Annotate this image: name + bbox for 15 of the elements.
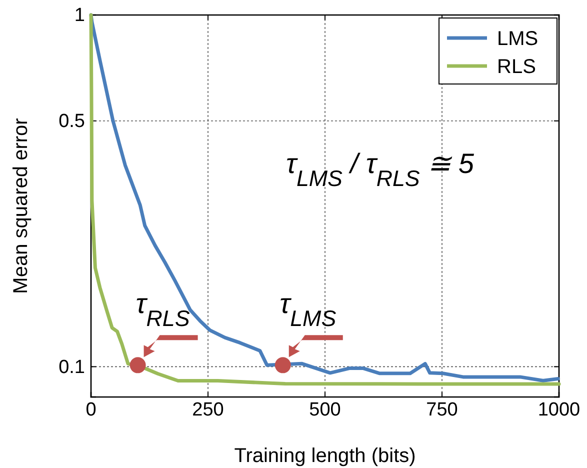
x-tick-label: 1000: [538, 399, 580, 420]
x-tick-label: 750: [426, 399, 458, 420]
legend-label: LMS: [497, 28, 538, 50]
x-tick-label: 500: [309, 399, 341, 420]
y-tick-label: 1: [74, 5, 85, 26]
x-tick-label: 250: [192, 399, 224, 420]
annotation: τ$_{LMS}$ / τ$_{RLS}$ ≅ 5: [286, 148, 474, 190]
x-tick-label: 0: [86, 399, 96, 420]
y-tick-label: 0.1: [58, 356, 85, 378]
x-axis-title: Training length (bits): [234, 445, 416, 467]
y-tick-label: 0.5: [58, 110, 85, 132]
legend-label: RLS: [497, 56, 536, 78]
y-axis-title: Mean squared error: [10, 118, 32, 294]
annotation: τ$_{LMS}$: [280, 288, 336, 331]
annotation: τ$_{RLS}$: [136, 288, 190, 331]
